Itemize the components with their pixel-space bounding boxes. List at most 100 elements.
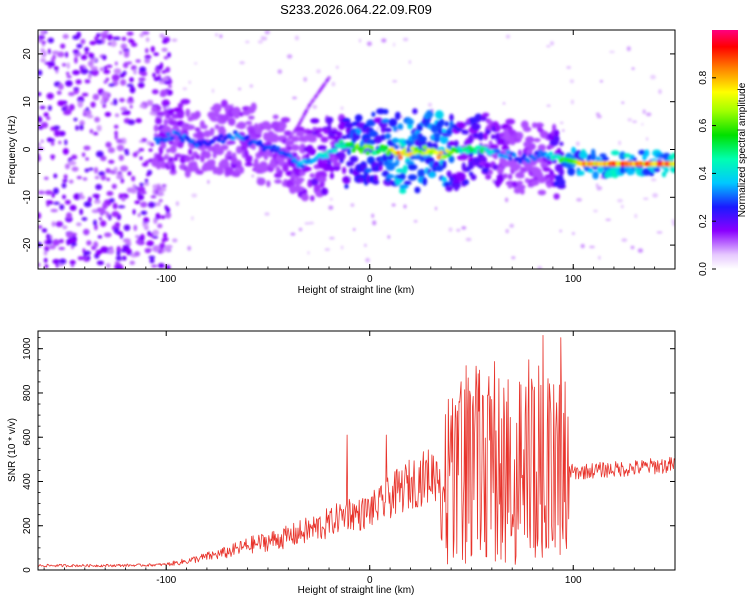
heatmap-noise-blob xyxy=(97,235,103,239)
snr-frame xyxy=(37,330,676,571)
heatmap-noise-blob xyxy=(152,235,159,239)
heatmap-halo-blob xyxy=(165,126,171,132)
heatmap-noise-blob xyxy=(105,141,112,148)
heatmap-halo-blob xyxy=(546,160,552,166)
heatmap-noise-blob xyxy=(38,190,45,195)
heatmap-ridge-blob xyxy=(534,150,539,156)
heatmap-faint-blob xyxy=(502,102,506,105)
heatmap-noise-blob xyxy=(150,257,154,261)
heatmap-noise-blob xyxy=(165,264,171,269)
heatmap-halo-blob xyxy=(453,184,459,192)
heatmap-halo-blob xyxy=(347,148,351,156)
heatmap-noise-blob xyxy=(133,68,137,75)
heatmap-noise-blob xyxy=(84,109,92,116)
heatmap-noise-blob xyxy=(81,217,88,221)
heatmap-halo-blob xyxy=(153,124,159,132)
heatmap-noise-blob xyxy=(65,71,70,76)
heatmap-noise-blob xyxy=(40,48,45,52)
heatmap-faint-blob xyxy=(537,266,542,269)
heatmap-noise-blob xyxy=(93,131,99,136)
heatmap-faint-blob xyxy=(511,256,516,260)
heatmap-halo-blob xyxy=(310,195,315,202)
heatmap-noise-blob xyxy=(46,92,54,100)
heatmap-halo-blob xyxy=(422,177,428,186)
heatmap-noise-blob xyxy=(73,193,81,201)
heatmap-faint-blob xyxy=(387,235,391,239)
heatmap-noise-blob xyxy=(46,200,53,204)
heatmap-noise-blob xyxy=(105,77,110,82)
heatmap-noise-blob xyxy=(93,219,97,226)
heatmap-noise-blob xyxy=(166,148,170,153)
snr-xlabel: Height of straight line (km) xyxy=(298,585,415,596)
heatmap-halo-blob xyxy=(185,124,196,131)
heatmap-noise-blob xyxy=(74,56,78,64)
heatmap-noise-blob xyxy=(83,145,91,151)
heatmap-noise-blob xyxy=(113,68,122,75)
heatmap-noise-blob xyxy=(95,150,104,158)
heatmap-halo-blob xyxy=(272,114,279,120)
heatmap-halo-blob xyxy=(155,117,162,125)
heatmap-noise-blob xyxy=(94,167,99,174)
heatmap-halo-blob xyxy=(407,174,418,181)
heatmap-noise-blob xyxy=(46,233,51,240)
heatmap-halo-blob xyxy=(619,151,626,161)
heatmap-noise-blob xyxy=(41,30,45,36)
heatmap-noise-blob xyxy=(116,173,124,180)
heatmap-noise-blob xyxy=(135,59,141,63)
heatmap-faint-blob xyxy=(215,33,218,37)
heatmap-faint-blob xyxy=(576,198,582,202)
heatmap-noise-blob xyxy=(64,139,68,146)
heatmap-halo-blob xyxy=(219,125,225,133)
heatmap-noise-blob xyxy=(148,148,153,152)
heatmap-faint-blob xyxy=(171,38,178,42)
heatmap-noise-blob xyxy=(135,118,142,124)
heatmap-noise-blob xyxy=(100,174,107,181)
heatmap-ridge-blob xyxy=(231,136,236,141)
heatmap-ridge-blob xyxy=(467,144,472,150)
heatmap-noise-blob xyxy=(147,201,156,208)
heatmap-chirp-blob xyxy=(301,115,305,119)
heatmap-noise-blob xyxy=(150,195,157,199)
heatmap-noise-blob xyxy=(83,201,92,208)
heatmap-faint-blob xyxy=(595,112,600,116)
heatmap-noise-blob xyxy=(126,248,133,256)
heatmap-noise-blob xyxy=(92,93,100,101)
heatmap-halo-blob xyxy=(295,130,305,137)
heatmap-ridge-blob xyxy=(507,156,513,161)
heatmap-halo-blob xyxy=(587,168,594,173)
heatmap-ridge-blob xyxy=(438,150,444,155)
heatmap-halo-blob xyxy=(579,151,588,159)
heatmap-halo-blob xyxy=(282,163,289,172)
heatmap-noise-blob xyxy=(160,89,168,96)
heatmap-noise-blob xyxy=(52,239,60,246)
heatmap-noise-blob xyxy=(53,66,59,71)
heatmap-noise-blob xyxy=(124,151,130,156)
heatmap-halo-blob xyxy=(335,131,343,137)
heatmap-noise-blob xyxy=(52,258,60,265)
heatmap-faint-blob xyxy=(211,88,215,93)
spectrogram-ylabel: Frequency (Hz) xyxy=(7,116,18,185)
heatmap-halo-blob xyxy=(195,154,201,160)
heatmap-halo-blob xyxy=(316,133,324,138)
heatmap-chirp-blob xyxy=(304,109,309,113)
heatmap-noise-blob xyxy=(106,177,110,182)
heatmap-ridge-blob xyxy=(522,153,527,158)
heatmap-halo-blob xyxy=(410,134,420,141)
heatmap-halo-blob xyxy=(407,164,418,171)
heatmap-faint-blob xyxy=(329,197,333,201)
heatmap-ridge-blob xyxy=(165,131,171,137)
heatmap-halo-blob xyxy=(401,184,409,189)
colorbar-ticks: 0.0 0.2 0.4 0.6 0.8 xyxy=(698,70,716,276)
heatmap-noise-blob xyxy=(140,210,148,215)
heatmap-faint-blob xyxy=(264,30,270,35)
heatmap-noise-blob xyxy=(103,80,108,84)
heatmap-noise-blob xyxy=(65,51,69,58)
heatmap-noise-blob xyxy=(53,201,60,205)
heatmap-halo-blob xyxy=(458,122,465,129)
heatmap-noise-blob xyxy=(71,166,79,172)
heatmap-noise-blob xyxy=(102,202,108,210)
heatmap-noise-blob xyxy=(139,156,143,160)
heatmap-noise-blob xyxy=(123,148,129,153)
heatmap-halo-blob xyxy=(670,164,675,174)
heatmap-noise-blob xyxy=(157,223,163,229)
